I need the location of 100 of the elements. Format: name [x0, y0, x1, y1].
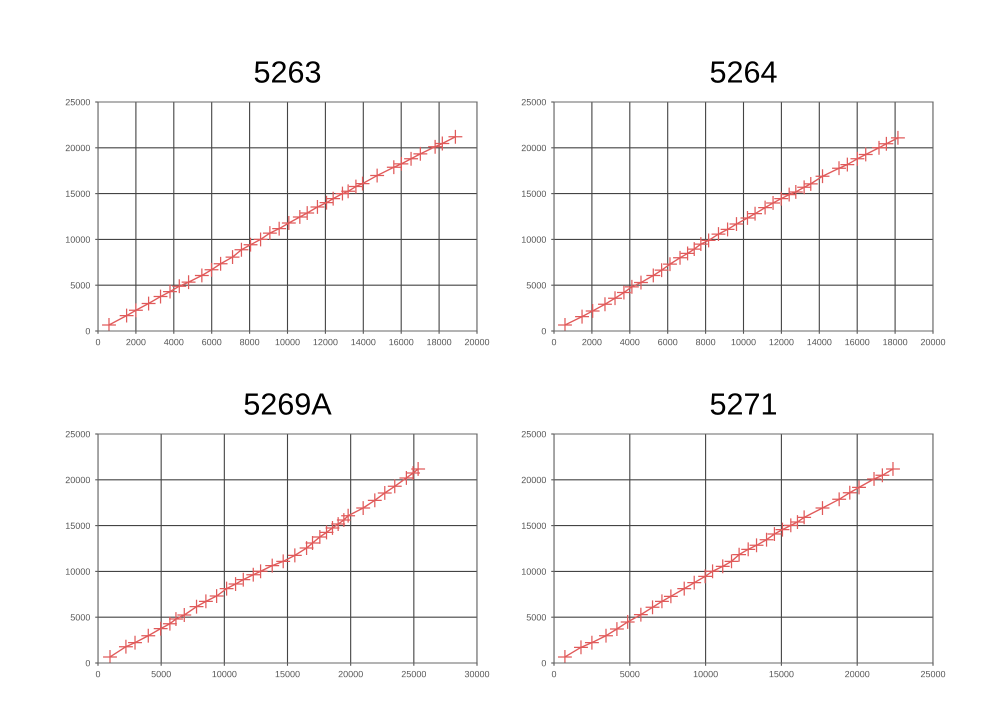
- y-tick-label: 0: [86, 660, 90, 666]
- x-tick-label: 6000: [202, 338, 222, 346]
- y-tick-label: 5000: [526, 282, 546, 289]
- y-tick-label: 10000: [66, 568, 90, 575]
- y-tick-label: 5000: [70, 614, 90, 621]
- x-tick-label: 16000: [845, 338, 870, 346]
- y-tick-label: 25000: [522, 430, 546, 438]
- y-tick-label: 20000: [522, 476, 546, 484]
- point: [584, 635, 600, 650]
- y-tick-label: 15000: [522, 522, 546, 529]
- point: [102, 649, 118, 663]
- point: [585, 303, 600, 319]
- x-tick-label: 25000: [920, 670, 946, 678]
- x-tick-label: 10000: [732, 338, 756, 346]
- point: [633, 607, 648, 622]
- y-tick-label: 25000: [66, 98, 90, 106]
- x-tick-label: 8000: [696, 338, 716, 346]
- point: [620, 614, 636, 630]
- y-tick-label: 15000: [66, 190, 90, 197]
- y-tick-label: 15000: [66, 522, 90, 529]
- x-tick-label: 0: [96, 670, 100, 678]
- point: [127, 635, 143, 650]
- chart-title: 5271: [710, 393, 776, 415]
- point: [574, 309, 590, 324]
- y-tick-label: 0: [86, 328, 90, 334]
- x-tick-label: 25000: [402, 670, 426, 678]
- y-tick-label: 5000: [70, 282, 90, 289]
- point: [598, 628, 614, 644]
- point: [354, 176, 370, 192]
- chart-title: 5264: [710, 61, 777, 83]
- y-tick-label: 15000: [522, 190, 546, 197]
- x-tick-label: 15000: [276, 670, 300, 678]
- point: [287, 548, 302, 563]
- point: [434, 136, 450, 152]
- y-tick-label: 20000: [66, 144, 90, 152]
- point: [394, 156, 409, 172]
- point: [253, 564, 268, 579]
- x-tick-label: 14000: [351, 338, 376, 346]
- point: [310, 199, 326, 215]
- point: [557, 649, 572, 663]
- point: [885, 461, 901, 477]
- point: [141, 296, 156, 312]
- point: [118, 639, 134, 654]
- point: [264, 558, 280, 574]
- y-tick-label: 0: [542, 660, 546, 666]
- x-tick-label: 0: [552, 338, 556, 346]
- point: [410, 461, 426, 477]
- point: [803, 176, 818, 192]
- x-tick-label: 10000: [276, 338, 300, 346]
- chart-title: 5269A: [244, 393, 332, 415]
- x-tick-label: 8000: [240, 338, 260, 346]
- y-tick-label: 25000: [66, 430, 90, 438]
- point: [356, 500, 371, 516]
- x-tick-label: 20000: [464, 338, 490, 346]
- point: [276, 554, 291, 569]
- x-tick-label: 16000: [389, 338, 414, 346]
- x-tick-label: 14000: [807, 338, 832, 346]
- x-tick-label: 2000: [126, 338, 146, 346]
- x-tick-label: 20000: [920, 338, 946, 346]
- x-tick-label: 20000: [338, 670, 363, 678]
- x-tick-label: 5000: [620, 670, 640, 678]
- point: [831, 160, 847, 176]
- point: [370, 168, 385, 184]
- y-tick-label: 10000: [66, 236, 90, 243]
- x-tick-label: 2000: [582, 338, 602, 346]
- point: [874, 468, 890, 483]
- point: [633, 274, 649, 290]
- point: [428, 139, 443, 154]
- point: [832, 492, 847, 507]
- chart-title: 5263: [254, 61, 320, 83]
- x-tick-label: 15000: [770, 670, 794, 678]
- x-tick-label: 20000: [845, 670, 870, 678]
- point: [386, 160, 402, 175]
- x-tick-label: 30000: [464, 670, 490, 678]
- y-tick-label: 10000: [522, 568, 546, 575]
- point: [246, 567, 261, 582]
- point: [140, 628, 156, 644]
- x-tick-label: 10000: [694, 670, 718, 678]
- y-tick-label: 0: [542, 328, 546, 334]
- x-tick-label: 4000: [620, 338, 640, 346]
- x-tick-label: 18000: [883, 338, 908, 346]
- x-tick-label: 0: [552, 670, 556, 678]
- point: [101, 317, 117, 331]
- point: [340, 508, 356, 524]
- point: [573, 640, 589, 655]
- point: [181, 274, 196, 290]
- x-tick-label: 12000: [314, 338, 338, 346]
- point: [814, 500, 830, 516]
- x-tick-label: 10000: [212, 670, 237, 678]
- x-tick-label: 18000: [427, 338, 452, 346]
- point: [814, 168, 830, 184]
- x-tick-label: 0: [96, 338, 100, 346]
- x-tick-label: 12000: [770, 338, 794, 346]
- x-tick-label: 6000: [658, 338, 678, 346]
- y-tick-label: 5000: [526, 614, 546, 621]
- point: [890, 130, 906, 146]
- x-tick-label: 4000: [164, 338, 184, 346]
- x-tick-label: 5000: [151, 670, 171, 678]
- y-tick-label: 20000: [522, 144, 546, 152]
- y-tick-label: 10000: [522, 236, 546, 243]
